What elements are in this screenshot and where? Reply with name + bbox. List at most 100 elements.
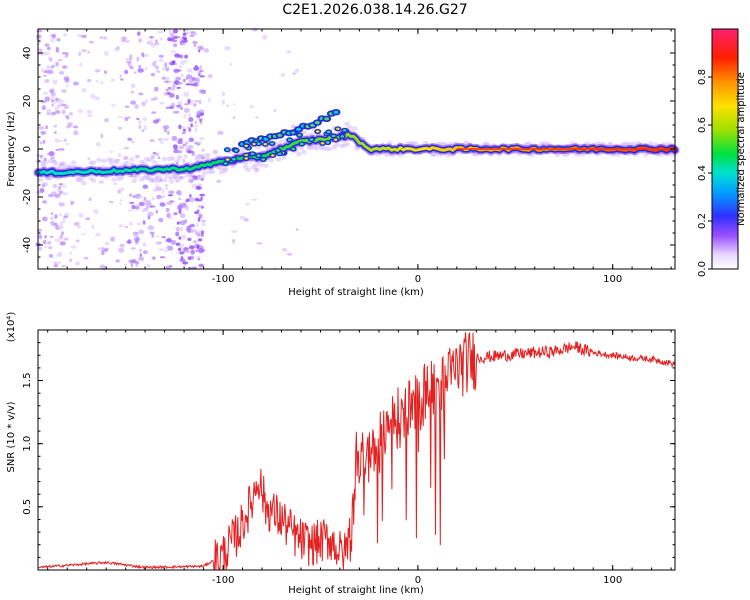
noise-speckle: [63, 33, 68, 37]
noise-speckle: [173, 43, 178, 47]
spec-x-tick-label: 0: [415, 274, 421, 285]
noise-speckle: [177, 205, 183, 210]
noise-speckle: [172, 85, 176, 91]
noise-speckle: [45, 64, 51, 70]
ridge-halo: [70, 160, 77, 165]
snr-x-axis-label: Height of straight line (km): [288, 585, 424, 596]
noise-speckle: [162, 188, 165, 194]
noise-speckle: [175, 231, 180, 237]
noise-speckle: [249, 105, 254, 109]
noise-speckle: [54, 238, 61, 242]
noise-speckle: [79, 62, 82, 68]
noise-speckle: [197, 72, 201, 77]
spec-y-tick-label: 40: [22, 47, 33, 60]
noise-speckle: [194, 120, 198, 125]
snr-y-tick-label: 1.0: [22, 436, 33, 452]
noise-speckle: [150, 72, 155, 77]
figure-title: C2E1.2026.038.14.26.G27: [282, 2, 467, 18]
noise-speckle: [50, 37, 55, 43]
noise-speckle: [149, 139, 155, 143]
noise-speckle: [286, 50, 292, 54]
noise-speckle: [59, 213, 62, 217]
noise-speckle: [176, 251, 181, 255]
noise-speckle: [295, 228, 299, 232]
noise-speckle: [94, 69, 101, 73]
noise-speckle: [232, 116, 236, 120]
snr-y-axis-label: SNR (10 * v/v): [6, 401, 17, 472]
noise-speckle: [127, 239, 132, 244]
spec-y-tick-label: 20: [22, 95, 33, 108]
noise-speckle: [57, 58, 63, 62]
noise-speckle: [182, 158, 186, 163]
spectrogram-x-axis-label: Height of straight line (km): [288, 287, 424, 298]
ridge-halo: [209, 169, 216, 174]
noise-speckle: [165, 207, 170, 213]
upper-branch-core: [277, 133, 283, 137]
snr-y-tick-label: 0.5: [22, 499, 33, 515]
noise-speckle: [193, 100, 200, 103]
noise-speckle: [38, 41, 41, 45]
noise-speckle: [194, 64, 198, 69]
mid-blob-core: [223, 162, 228, 165]
noise-speckle: [251, 198, 258, 201]
noise-speckle: [124, 105, 130, 109]
noise-speckle: [118, 247, 125, 253]
noise-speckle: [198, 49, 201, 53]
noise-speckle: [64, 138, 67, 143]
noise-speckle: [178, 124, 182, 130]
noise-speckle: [182, 143, 187, 147]
noise-speckle: [90, 93, 96, 99]
noise-speckle: [190, 255, 195, 260]
noise-speckle: [181, 42, 187, 45]
mid-blob-core: [297, 133, 302, 137]
noise-speckle: [184, 54, 189, 59]
noise-speckle: [171, 60, 176, 64]
noise-speckle: [192, 125, 198, 128]
noise-speckle: [53, 124, 58, 128]
noise-speckle: [229, 63, 233, 66]
noise-speckle: [189, 193, 192, 198]
noise-speckle: [187, 113, 192, 116]
ridge-halo: [245, 167, 251, 173]
noise-speckle: [196, 256, 201, 260]
noise-speckle: [197, 205, 203, 208]
noise-speckle: [48, 246, 53, 250]
noise-speckle: [117, 153, 122, 158]
noise-speckle: [198, 109, 205, 113]
noise-speckle: [143, 125, 148, 131]
noise-speckle: [199, 136, 204, 141]
noise-speckle: [138, 229, 144, 235]
spec-x-tick-label: -100: [212, 274, 235, 285]
noise-speckle: [198, 99, 202, 105]
noise-speckle: [97, 247, 102, 251]
noise-speckle: [87, 157, 91, 160]
noise-speckle: [142, 184, 149, 189]
noise-speckle: [173, 110, 180, 114]
noise-speckle: [128, 138, 133, 141]
noise-speckle: [46, 108, 52, 113]
noise-speckle: [124, 116, 129, 122]
ridge-halo: [111, 177, 117, 182]
mid-blob-core: [263, 143, 268, 146]
noise-speckle: [197, 199, 203, 202]
noise-speckle: [40, 130, 47, 135]
noise-speckle: [191, 184, 197, 189]
noise-speckle: [75, 239, 80, 243]
noise-speckle: [110, 236, 114, 241]
noise-speckle: [37, 246, 43, 251]
noise-speckle: [78, 212, 84, 218]
noise-speckle: [124, 263, 128, 267]
noise-speckle: [155, 209, 159, 214]
noise-speckle: [178, 236, 182, 240]
noise-speckle: [137, 120, 143, 125]
noise-speckle: [62, 109, 66, 115]
noise-speckle: [144, 99, 148, 104]
ridge-halo: [37, 177, 44, 183]
noise-speckle: [78, 51, 82, 57]
noise-speckle: [136, 56, 140, 62]
noise-speckle: [189, 229, 195, 233]
noise-speckle: [175, 227, 181, 232]
noise-speckle: [176, 86, 181, 89]
noise-speckle: [55, 97, 59, 101]
noise-speckle: [159, 140, 164, 144]
